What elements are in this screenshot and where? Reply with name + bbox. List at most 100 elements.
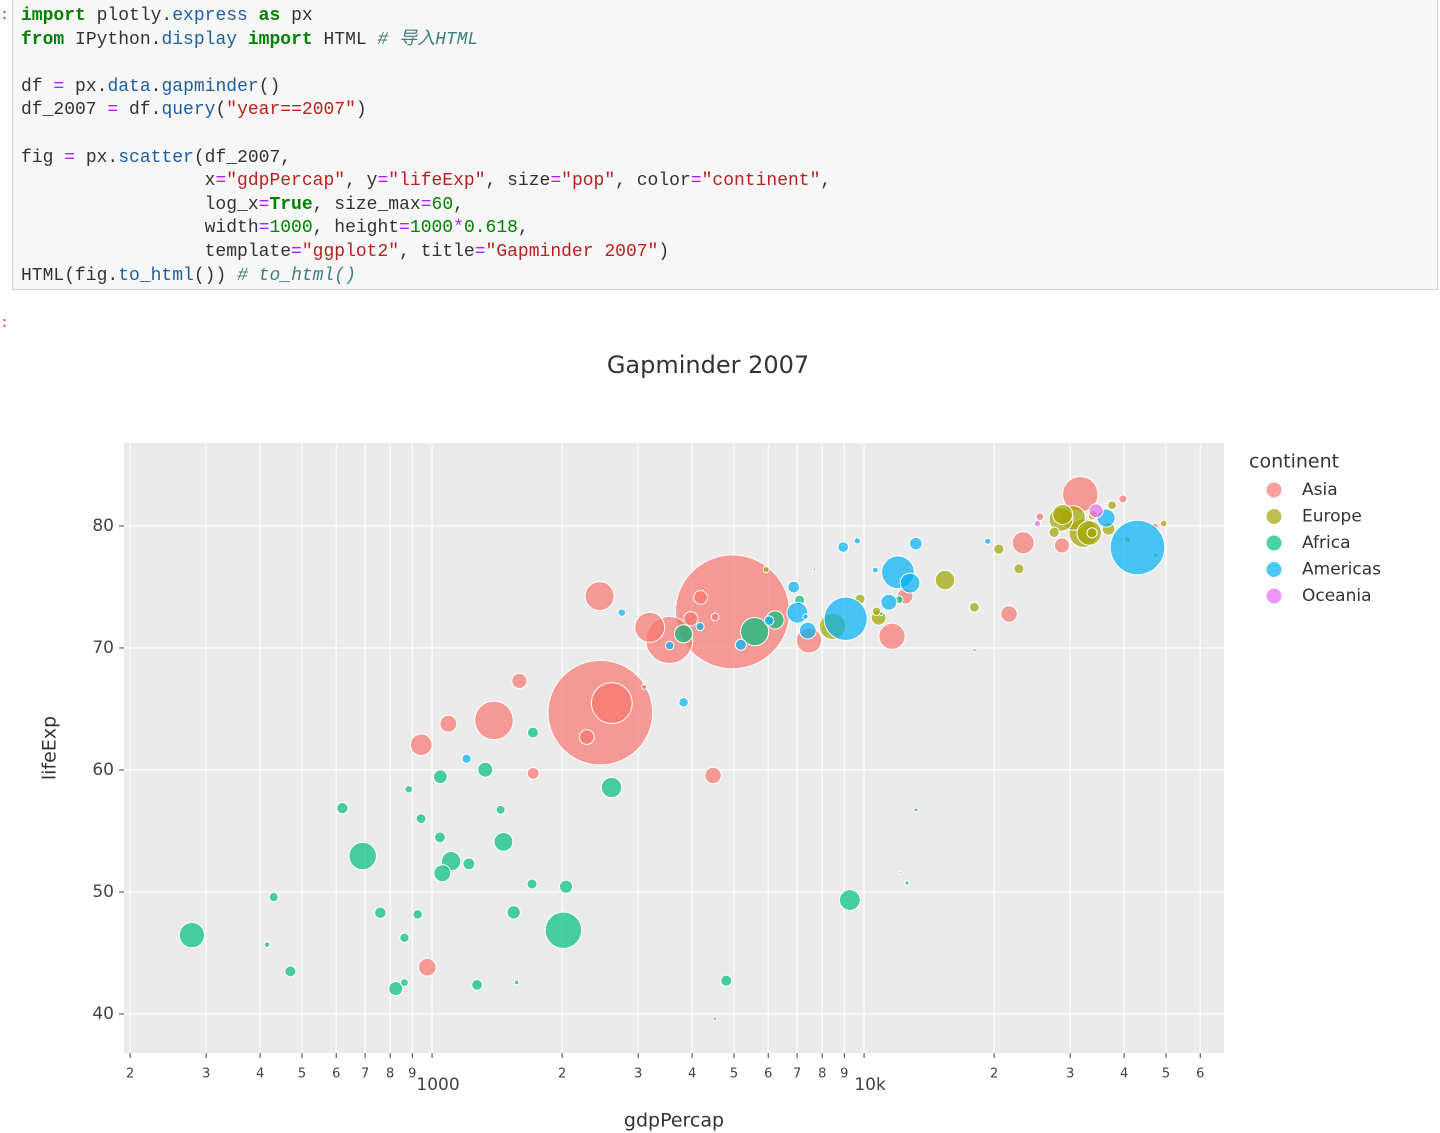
bubble [584, 581, 615, 612]
y-tick-label: 70 [92, 638, 114, 658]
bubble [388, 981, 404, 997]
bubble [600, 776, 623, 799]
y-tick-label: 60 [92, 760, 114, 780]
bubble [374, 906, 387, 919]
x-tick-label: 6 [764, 1067, 772, 1082]
bubble [526, 766, 540, 780]
legend-label: Asia [1302, 480, 1338, 500]
bubble [432, 769, 448, 785]
bubble [1086, 527, 1098, 539]
x-tick-label: 9 [408, 1067, 416, 1082]
bubble [786, 601, 809, 624]
bubble [762, 566, 770, 574]
bubble [439, 714, 458, 733]
code-cell[interactable]: import plotly.express as px from IPython… [12, 0, 1438, 290]
x-tick-label: 1000 [416, 1075, 459, 1095]
bubble [1000, 605, 1018, 623]
chart-title: Gapminder 2007 [607, 351, 809, 379]
bubble [1035, 512, 1045, 522]
bubble [908, 536, 923, 551]
bubble [1107, 500, 1117, 511]
x-tick-label: 3 [634, 1067, 642, 1082]
x-tick-label: 5 [730, 1067, 738, 1082]
x-axis-title: gdpPercap [624, 1110, 724, 1132]
code-text[interactable]: import plotly.express as px from IPython… [21, 6, 832, 286]
bubble [878, 622, 906, 650]
bubble [710, 612, 720, 622]
bubble [1052, 504, 1074, 525]
bubble [899, 572, 921, 594]
bubble [461, 753, 472, 764]
bubble [477, 761, 494, 778]
bubble [640, 683, 648, 691]
legend-marker [1266, 562, 1282, 577]
bubble [1053, 537, 1071, 554]
bubble [704, 766, 722, 785]
bubble [399, 932, 410, 944]
bubble [1159, 519, 1168, 528]
bubble [1103, 502, 1107, 506]
bubble [578, 729, 595, 745]
legend-label: Africa [1302, 533, 1351, 553]
bubble [634, 611, 666, 643]
bubble [404, 784, 413, 794]
bubble [678, 697, 689, 708]
bubble [1118, 494, 1128, 504]
bubble [823, 596, 868, 641]
y-axis-title: lifeExp [39, 716, 61, 780]
bubble [683, 611, 699, 627]
x-tick-label: 6 [332, 1067, 340, 1082]
bubble [1048, 526, 1060, 538]
bubble [1088, 503, 1104, 519]
x-tick-label: 7 [793, 1067, 801, 1082]
bubble [409, 733, 433, 757]
bubble [412, 909, 423, 920]
bubble [348, 841, 377, 871]
bubbles [178, 476, 1168, 1021]
bubble [493, 831, 514, 852]
legend-label: Oceania [1302, 586, 1372, 606]
bubble [984, 537, 992, 545]
bubble [495, 804, 506, 815]
x-tick-label: 6 [1196, 1067, 1204, 1082]
bubble [336, 802, 349, 815]
x-tick-label: 8 [386, 1067, 394, 1082]
legend-label: Europe [1302, 507, 1362, 527]
bubble [590, 682, 633, 725]
bubble [880, 593, 898, 611]
x-tick-label: 2 [990, 1067, 998, 1082]
bubble [558, 879, 574, 894]
bubble [693, 590, 709, 605]
bubble [763, 615, 775, 626]
y-tick-label: 80 [92, 516, 114, 536]
bubble [417, 957, 437, 977]
x-tick-label: 3 [1066, 1067, 1074, 1082]
x-tick-label: 7 [361, 1067, 369, 1082]
bubble [513, 979, 520, 986]
x-tick-label: 2 [558, 1067, 566, 1082]
bubble [673, 624, 694, 644]
output-prompt: : [0, 315, 10, 332]
bubble [798, 621, 817, 640]
bubble [664, 640, 675, 651]
legend-marker [1266, 588, 1282, 604]
x-tick-label: 4 [256, 1067, 264, 1082]
x-tick-label: 3 [202, 1067, 210, 1082]
x-tick-label: 4 [1120, 1067, 1128, 1082]
bubble [415, 813, 427, 825]
bubble [904, 880, 910, 886]
bubble [268, 892, 279, 903]
bubble [968, 601, 980, 613]
bubble [838, 889, 861, 911]
bubble [1011, 531, 1035, 555]
bubble [734, 638, 747, 651]
bubble [812, 567, 817, 572]
bubble [720, 974, 733, 987]
legend-label: Americas [1302, 560, 1381, 580]
x-tick-label: 8 [818, 1067, 826, 1082]
y-tick-label: 50 [92, 882, 114, 902]
bubble [506, 905, 521, 920]
bubble [871, 566, 879, 574]
bubble [178, 922, 206, 949]
